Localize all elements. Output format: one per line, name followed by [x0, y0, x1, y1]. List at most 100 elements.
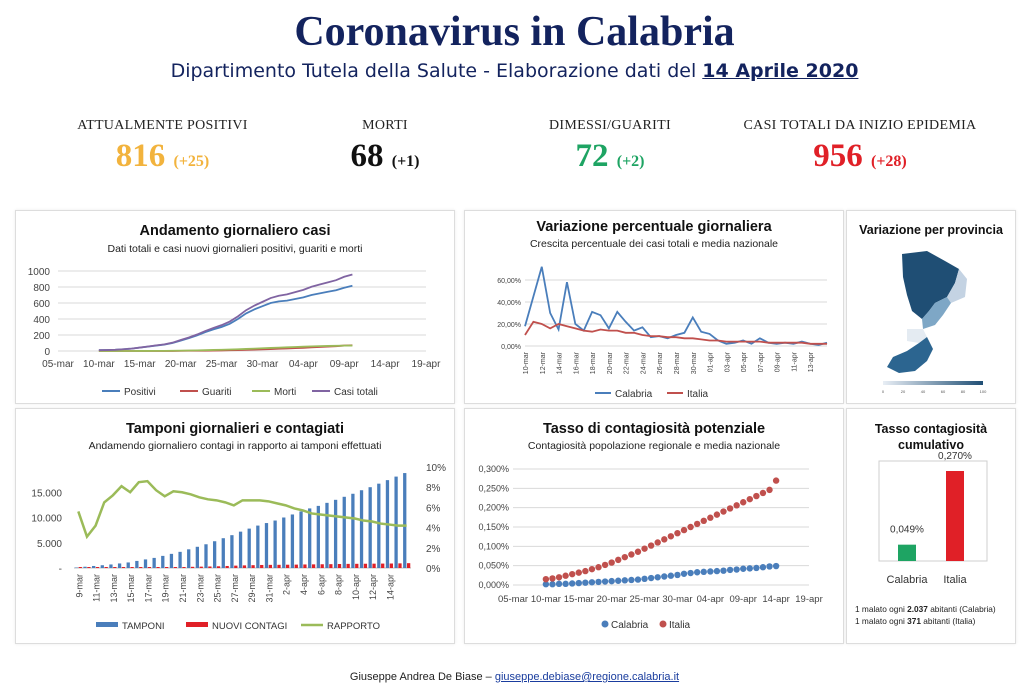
- point-0: [740, 565, 747, 572]
- point-1: [667, 533, 675, 540]
- note-text: abitanti (Calabria): [927, 604, 996, 614]
- x-tick-label: 18-mar: [590, 351, 597, 374]
- point-1: [634, 548, 642, 555]
- footer-email-link[interactable]: giuseppe.debiase@regione.calabria.it: [494, 671, 680, 683]
- kpi-label: DIMESSI/GUARITI: [549, 118, 671, 133]
- bar-tamponi: [290, 514, 295, 568]
- x-tick-label: 05-mar: [498, 594, 528, 605]
- y-tick-label: 400: [33, 315, 50, 326]
- bar-contagi: [251, 565, 255, 568]
- point-1: [588, 565, 596, 573]
- bar-contagi: [130, 567, 134, 568]
- bar-tamponi: [178, 551, 182, 568]
- legend-swatch: [659, 620, 667, 628]
- y-tick-label: 1000: [28, 267, 51, 278]
- bar-contagi: [216, 566, 221, 568]
- x-tick-label: 19-mar: [161, 574, 171, 603]
- x-tick-label: 21-mar: [178, 574, 188, 603]
- bar-tamponi: [204, 544, 208, 568]
- bar-contagi: [294, 564, 298, 568]
- y-tick-label: 200: [33, 331, 50, 342]
- kpi-label: CASI TOTALI DA INIZIO EPIDEMIA: [743, 118, 977, 133]
- point-0: [654, 574, 661, 581]
- bar-contagi: [268, 564, 273, 568]
- note-text: abitanti (Italia): [920, 616, 976, 626]
- legend-label: RAPPORTO: [327, 621, 380, 632]
- bar-tamponi: [161, 555, 165, 568]
- footer-author: Giuseppe Andrea De Biase –: [349, 671, 495, 683]
- x-tick-label: 20-mar: [165, 359, 197, 370]
- bar-tamponi: [325, 502, 329, 568]
- bar-tamponi: [230, 535, 234, 568]
- y-tick-label: -: [59, 564, 62, 575]
- bar-contagi: [225, 565, 229, 568]
- point-1: [641, 545, 648, 552]
- x-tick-label: 05-apr: [741, 351, 748, 372]
- point-0: [575, 579, 582, 587]
- bar-contagi: [337, 564, 342, 568]
- kpi-delta: (+2): [616, 153, 645, 170]
- map-scale-label: 20: [901, 389, 906, 394]
- point-0: [555, 580, 563, 588]
- panel-cumulativo: Tasso contagiosità cumulativo 0,049% Cala…: [846, 408, 1016, 644]
- x-tick-label: 09-apr: [775, 351, 782, 372]
- y-tick-label: 0,000%: [478, 580, 509, 590]
- x-tick-label: 10-mar: [523, 351, 530, 374]
- chart-tasso: 0,000% 0,050% 0,100% 0,150% 0,200% 0,250% 0,30…: [478, 464, 822, 631]
- bar-contagi: [113, 567, 117, 568]
- bar-contagi: [87, 567, 91, 568]
- kpi-value: 816 (+25): [60, 138, 265, 175]
- bar-contagi: [165, 567, 169, 568]
- point-0: [707, 568, 714, 575]
- x-tick-label: 11-mar: [92, 574, 102, 602]
- point-1: [707, 514, 714, 521]
- point-0: [588, 579, 596, 586]
- bar-contagi: [234, 565, 238, 568]
- x-tick-label: 04-apr: [289, 359, 319, 370]
- bar-contagi: [173, 567, 177, 568]
- bar-tamponi: [83, 566, 87, 568]
- x-tick-label: 31-mar: [264, 574, 274, 603]
- kpi-morti: MORTI 68 (+1): [290, 118, 480, 175]
- kpi-number: 816: [115, 138, 166, 174]
- point-0: [621, 577, 629, 584]
- x-tick-label: 20-mar: [597, 594, 627, 605]
- province-crotone: [947, 269, 967, 303]
- x-tick-label: 25-mar: [206, 359, 238, 370]
- y-tick-label: 60,00%: [497, 278, 521, 285]
- y-tick-label: 0,050%: [478, 561, 509, 571]
- bar-tamponi: [359, 490, 364, 568]
- bar-contagi: [389, 563, 393, 568]
- bar-contagi: [303, 564, 307, 568]
- series-line-0: [98, 284, 353, 352]
- chart-tamponi: - 5.000 10.000 15.000 0% 2% 4% 6% 8% 10% 9-mar 11-m…: [31, 463, 446, 632]
- point-0: [733, 566, 740, 573]
- x-tick-label: 15-mar: [124, 359, 156, 370]
- point-0: [746, 565, 753, 572]
- x-tick-label: 2-apr: [282, 574, 292, 595]
- kpi-value: 72 (+2): [505, 138, 715, 175]
- bar-contagi: [78, 567, 82, 568]
- x-tick-label: 13-apr: [808, 351, 815, 372]
- bar-contagi: [208, 566, 212, 568]
- category-label: Italia: [943, 574, 967, 586]
- map-scale-label: 0: [882, 389, 885, 394]
- point-1: [674, 529, 681, 537]
- bar-tamponi: [109, 564, 113, 568]
- point-1: [720, 508, 727, 515]
- bar-tamponi: [273, 520, 277, 568]
- bar-contagi: [182, 567, 186, 568]
- x-tick-label: 14-mar: [557, 351, 564, 374]
- x-tick-label: 22-mar: [624, 351, 631, 374]
- y-tick-label: 0,00%: [501, 344, 521, 351]
- panel-tamponi: Tamponi giornalieri e contagiati Andamen…: [15, 408, 455, 644]
- series-line-0: [524, 266, 828, 346]
- x-tick-label: 12-apr: [368, 574, 378, 600]
- bar-1: [946, 471, 964, 561]
- point-1: [733, 502, 740, 509]
- map-scale-label: 80: [961, 389, 966, 394]
- data-label: 0,270%: [938, 451, 972, 462]
- x-tick-label: 13-mar: [109, 574, 119, 603]
- x-tick-label: 04-apr: [697, 594, 724, 605]
- point-0: [713, 567, 721, 575]
